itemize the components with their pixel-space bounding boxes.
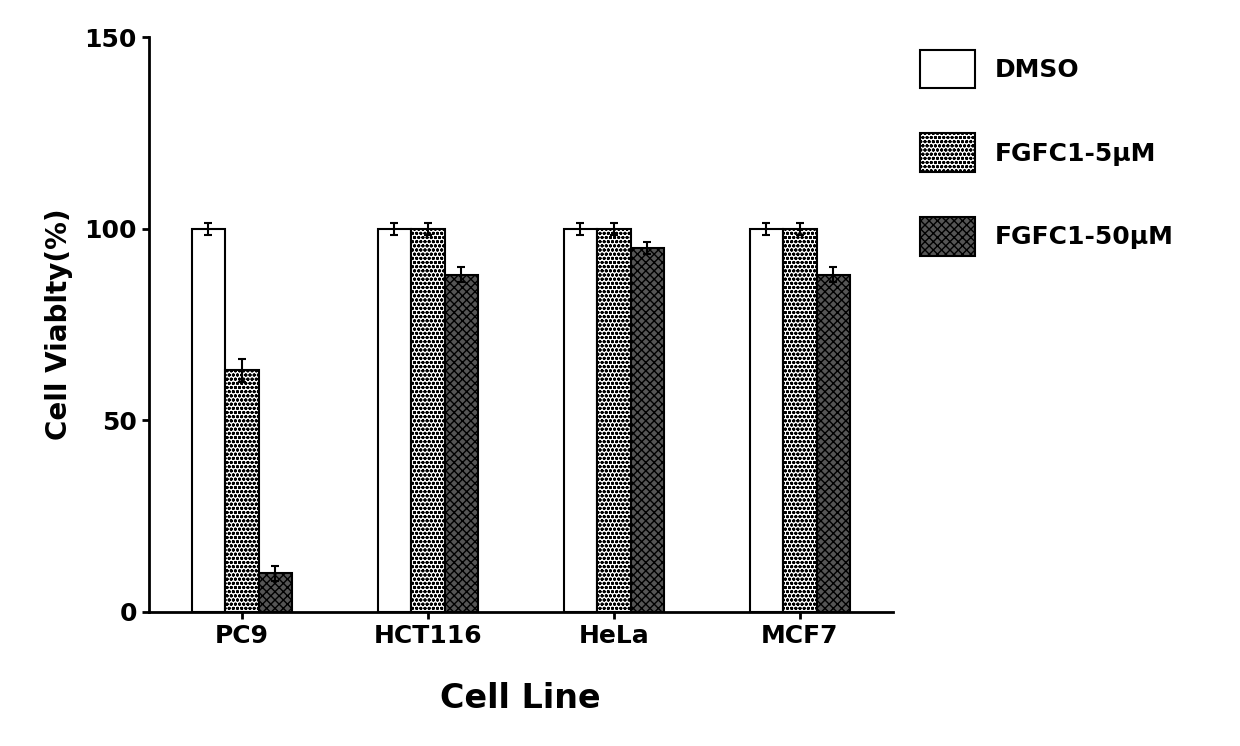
- Bar: [816, 275, 851, 612]
- Legend: DMSO, FGFC1-5μM, FGFC1-50μM: DMSO, FGFC1-5μM, FGFC1-50μM: [920, 50, 1174, 256]
- Bar: [224, 371, 258, 612]
- Bar: [378, 229, 412, 612]
- Bar: [631, 248, 665, 612]
- X-axis label: Cell Line: Cell Line: [440, 683, 601, 715]
- Bar: [258, 574, 293, 612]
- Bar: [191, 229, 224, 612]
- Bar: [596, 229, 630, 612]
- Bar: [563, 229, 596, 612]
- Bar: [749, 229, 784, 612]
- Bar: [412, 229, 445, 612]
- Bar: [784, 229, 816, 612]
- Y-axis label: Cell Viablty(%): Cell Viablty(%): [46, 209, 73, 440]
- Bar: [444, 275, 479, 612]
